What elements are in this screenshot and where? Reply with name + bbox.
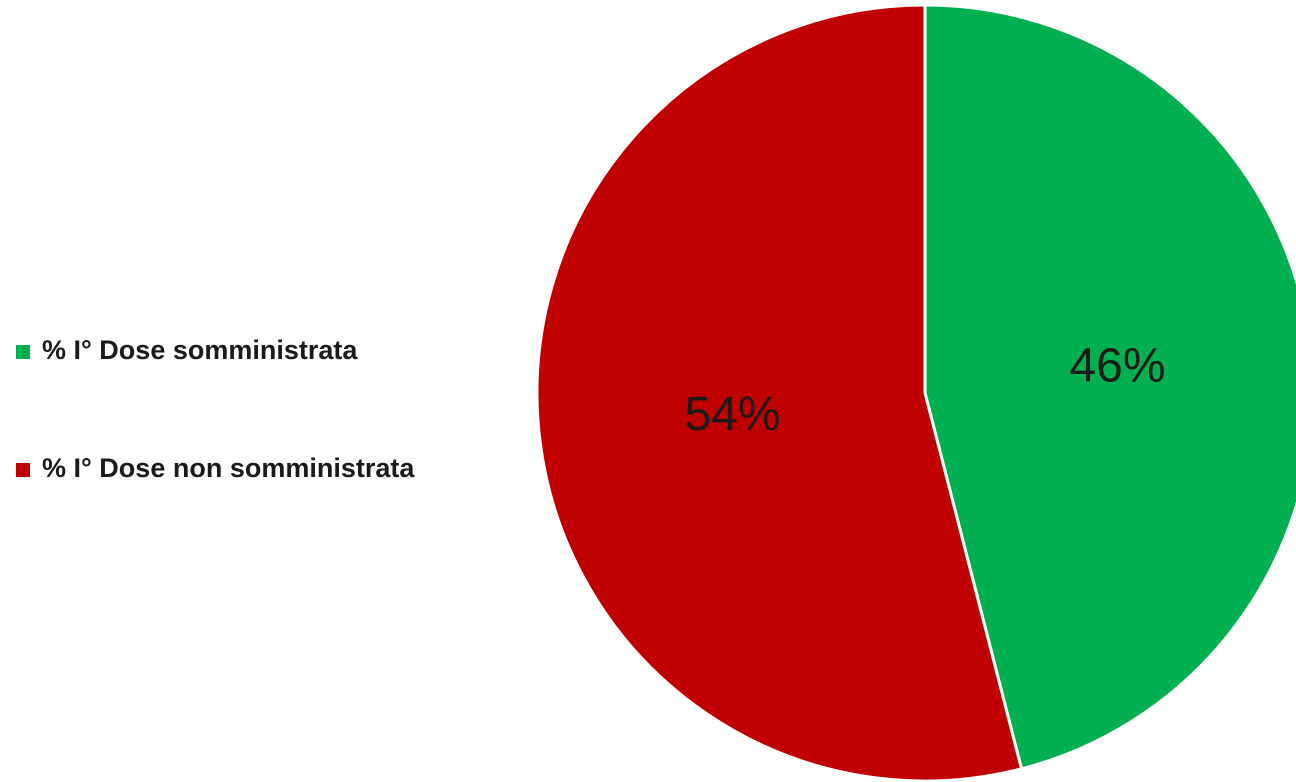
data-label: 54% — [684, 388, 780, 441]
legend-swatch — [16, 345, 30, 359]
pie-slice — [923, 3, 1296, 771]
legend-label: % I° Dose non somministrata — [42, 453, 415, 483]
data-label: 46% — [1069, 339, 1165, 392]
legend-label: % I° Dose somministrata — [42, 335, 358, 365]
legend-swatch — [16, 463, 30, 477]
pie-slice — [535, 3, 1024, 782]
